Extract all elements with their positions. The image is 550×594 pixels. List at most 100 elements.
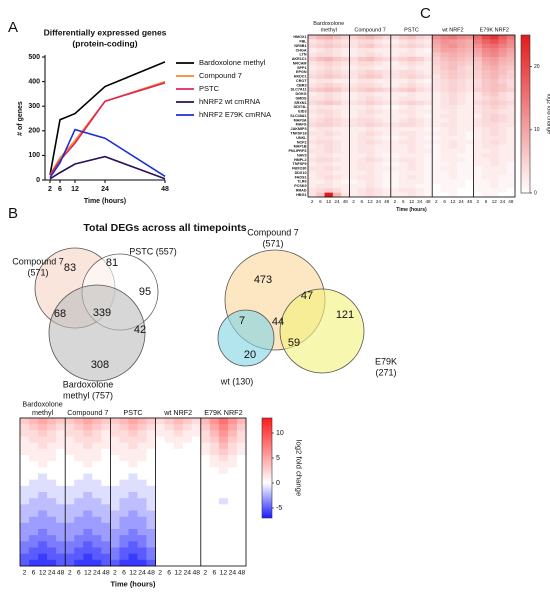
heatmap-cell bbox=[407, 192, 416, 198]
heatmap-cell bbox=[465, 61, 474, 66]
heatmap-cell bbox=[110, 436, 120, 443]
heatmap-cell bbox=[173, 485, 184, 493]
heatmap-cell bbox=[349, 192, 358, 198]
heatmap-cell bbox=[481, 131, 491, 137]
heatmap-cell bbox=[465, 48, 474, 53]
heatmap-cell bbox=[324, 87, 334, 93]
heatmap-cell bbox=[227, 424, 238, 431]
heatmap-cell bbox=[465, 87, 474, 93]
heatmap-cell bbox=[38, 455, 48, 462]
heatmap-cell bbox=[316, 122, 325, 128]
heatmap-cell bbox=[440, 61, 450, 66]
heatmap-cell bbox=[137, 535, 147, 542]
heatmap-cell bbox=[218, 522, 229, 530]
heatmap-cell bbox=[465, 122, 474, 128]
heatmap-cell bbox=[128, 473, 138, 480]
group-label: wt NRF2 bbox=[441, 27, 463, 33]
heatmap-cell bbox=[415, 78, 425, 84]
heatmap-cell bbox=[481, 179, 491, 185]
heatmap-cell bbox=[365, 188, 375, 193]
heatmap-cell bbox=[83, 448, 93, 456]
heatmap-cell bbox=[92, 516, 102, 524]
heatmap-cell bbox=[209, 504, 220, 511]
heatmap-cell bbox=[316, 70, 325, 75]
x-tick-label: 24 bbox=[101, 186, 109, 193]
heatmap-cell bbox=[498, 52, 508, 58]
heatmap-cell bbox=[399, 131, 408, 137]
heatmap-cell bbox=[506, 157, 516, 163]
heatmap-cell bbox=[374, 157, 383, 163]
heatmap-cell bbox=[308, 78, 317, 84]
heatmap-cell bbox=[407, 126, 416, 132]
heatmap-cell bbox=[164, 559, 174, 567]
heatmap-cell bbox=[101, 498, 111, 505]
heatmap-cell bbox=[119, 461, 129, 468]
heatmap-cell bbox=[498, 135, 508, 141]
heatmap-cell bbox=[382, 43, 392, 49]
heatmap-cell bbox=[465, 100, 474, 106]
heatmap-cell bbox=[415, 113, 425, 119]
x-tick-label: 2 bbox=[158, 570, 162, 577]
heatmap-cell bbox=[365, 179, 375, 185]
heatmap-cell bbox=[119, 473, 129, 480]
heatmap-cell bbox=[227, 461, 238, 468]
heatmap-cell bbox=[382, 109, 392, 115]
heatmap-cell bbox=[357, 144, 367, 150]
heatmap-cell bbox=[324, 118, 334, 123]
venn-region-count: 81 bbox=[106, 257, 118, 269]
heatmap-cell bbox=[308, 48, 317, 53]
heatmap-cell bbox=[490, 170, 499, 176]
heatmap-cell bbox=[407, 100, 416, 106]
heatmap-cell bbox=[236, 461, 247, 468]
heatmap-cell bbox=[440, 170, 450, 176]
heatmap-cell bbox=[440, 118, 450, 123]
heatmap-cell bbox=[38, 504, 48, 511]
heatmap-cell bbox=[440, 43, 450, 49]
heatmap-cell bbox=[415, 157, 425, 163]
heatmap-cell bbox=[448, 170, 458, 176]
heatmap-cell bbox=[457, 39, 466, 45]
heatmap-cell bbox=[191, 547, 202, 554]
heatmap-cell bbox=[390, 135, 400, 141]
heatmap-cell bbox=[182, 485, 193, 493]
heatmap-cell bbox=[481, 74, 491, 80]
heatmap-cell bbox=[20, 467, 30, 474]
heatmap-cell bbox=[349, 126, 358, 132]
colorbar-tick-label: 0 bbox=[276, 480, 280, 487]
heatmap-cell bbox=[146, 547, 156, 554]
heatmap-cell bbox=[110, 479, 120, 487]
heatmap-cell bbox=[20, 541, 30, 548]
panel-label: B bbox=[8, 205, 18, 222]
heatmap-cell bbox=[200, 473, 211, 480]
heatmap-cell bbox=[473, 43, 483, 49]
x-tick-label: 48 bbox=[192, 570, 200, 577]
heatmap-cell bbox=[423, 100, 433, 106]
heatmap-cell bbox=[415, 166, 425, 172]
heatmap-cell bbox=[457, 140, 466, 145]
heatmap-cell bbox=[448, 96, 458, 101]
heatmap-cell bbox=[74, 541, 84, 548]
heatmap-cell bbox=[407, 135, 416, 141]
heatmap-cell bbox=[128, 485, 138, 493]
heatmap-cell bbox=[191, 448, 202, 456]
heatmap-cell bbox=[432, 39, 441, 45]
heatmap-cell bbox=[332, 166, 342, 172]
heatmap-cell bbox=[332, 170, 342, 176]
heatmap-cell bbox=[308, 122, 317, 128]
heatmap-cell bbox=[128, 541, 138, 548]
heatmap-cell bbox=[506, 135, 516, 141]
heatmap-cell bbox=[349, 43, 358, 49]
heatmap-cell bbox=[399, 192, 408, 198]
heatmap-cell bbox=[465, 188, 474, 193]
heatmap-cell bbox=[209, 559, 220, 567]
heatmap-cell bbox=[448, 56, 458, 62]
heatmap-cell bbox=[218, 455, 229, 462]
heatmap-cell bbox=[498, 100, 508, 106]
heatmap-cell bbox=[74, 479, 84, 487]
heatmap-cell bbox=[218, 559, 229, 567]
heatmap-cell bbox=[191, 529, 202, 536]
heatmap-cell bbox=[308, 56, 317, 62]
heatmap-cell bbox=[440, 100, 450, 106]
row-label: FBL bbox=[299, 40, 307, 44]
heatmap-cell bbox=[65, 516, 75, 524]
